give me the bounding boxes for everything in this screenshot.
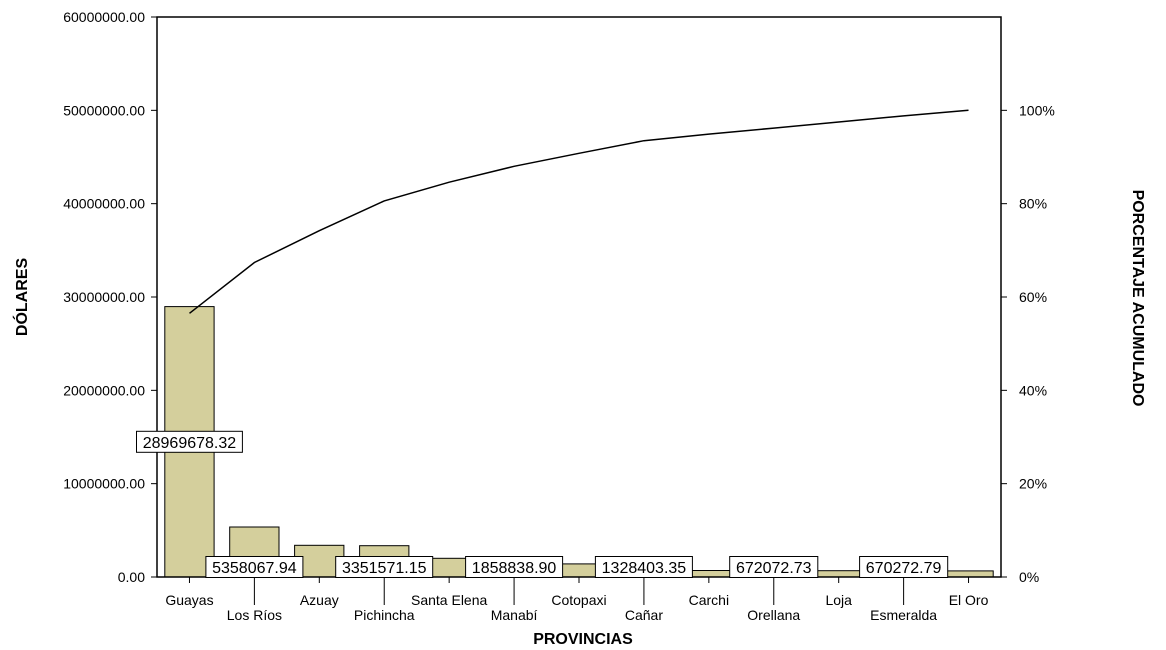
y-tick-label: 0.00: [118, 569, 145, 585]
y-tick-label: 20000000.00: [63, 382, 145, 398]
x-tick-label: Pichincha: [354, 607, 415, 623]
y2-tick-label: 40%: [1019, 382, 1047, 398]
x-tick-label: Esmeralda: [870, 607, 937, 623]
data-label-text: 1328403.35: [602, 560, 687, 577]
x-tick-label: Guayas: [165, 592, 213, 608]
data-label-0: 28969678.32: [136, 430, 243, 453]
bars-group: [164, 306, 994, 578]
x-tick-label: Cotopaxi: [551, 592, 606, 608]
data-label-box: [729, 556, 819, 578]
y2-tick-label: 0%: [1019, 569, 1039, 585]
data-label-text: 672072.73: [736, 560, 812, 577]
x-tick-label: Manabí: [491, 607, 538, 623]
x-axis-title: PROVINCIAS: [533, 631, 633, 648]
data-label-box: [465, 556, 564, 578]
y-tick-label: 40000000.00: [63, 196, 145, 212]
x-tick-label: Loja: [825, 592, 852, 608]
x-tick-label: Azuay: [300, 592, 339, 608]
y2-tick-label: 60%: [1019, 289, 1047, 305]
y-axis-title: DÓLARES: [12, 258, 31, 337]
data-label-text: 3351571.15: [342, 560, 427, 577]
y-tick-label: 60000000.00: [63, 9, 145, 25]
data-label-box: [859, 556, 949, 578]
data-label-3: 3351571.15: [335, 556, 434, 578]
data-label-box: [136, 430, 243, 453]
data-label-7: 1328403.35: [594, 556, 693, 578]
data-label-box: [205, 556, 304, 578]
data-label-text: 670272.79: [866, 560, 942, 577]
bar-12: [943, 570, 994, 578]
x-tick-label: Orellana: [747, 607, 800, 623]
x-tick-label: Carchi: [689, 592, 729, 608]
y2-tick-label: 80%: [1019, 196, 1047, 212]
x-tick-label: Cañar: [625, 607, 663, 623]
x-tick-label: El Oro: [949, 592, 989, 608]
data-label-box: [335, 556, 434, 578]
y2-tick-label: 100%: [1019, 102, 1055, 118]
data-label-5: 1858838.90: [465, 556, 564, 578]
data-label-text: 28969678.32: [143, 435, 237, 452]
data-label-text: 1858838.90: [472, 560, 557, 577]
x-tick-label: Santa Elena: [411, 592, 487, 608]
data-label-1: 5358067.94: [205, 556, 304, 578]
y-tick-label: 10000000.00: [63, 476, 145, 492]
y-tick-label: 50000000.00: [63, 102, 145, 118]
data-label-box: [594, 556, 693, 578]
y2-tick-label: 20%: [1019, 476, 1047, 492]
axes-group: 0.00 10000000.00 20000000.00 30000000.00 400…: [63, 9, 1055, 623]
y-tick-label: 30000000.00: [63, 289, 145, 305]
data-label-text: 5358067.94: [212, 560, 297, 577]
data-label-11: 670272.79: [859, 556, 949, 578]
data-label-9: 672072.73: [729, 556, 819, 578]
data-labels-group: 28969678.32 5358067.94 3351571.15 1858838.9…: [136, 430, 949, 578]
y2-axis-title: PORCENTAJE ACUMULADO: [1129, 190, 1146, 407]
plot-frame: [156, 16, 1002, 578]
cumulative-percent-line: [189, 109, 969, 314]
x-tick-label: Los Ríos: [227, 607, 282, 623]
bar-10: [813, 570, 864, 578]
